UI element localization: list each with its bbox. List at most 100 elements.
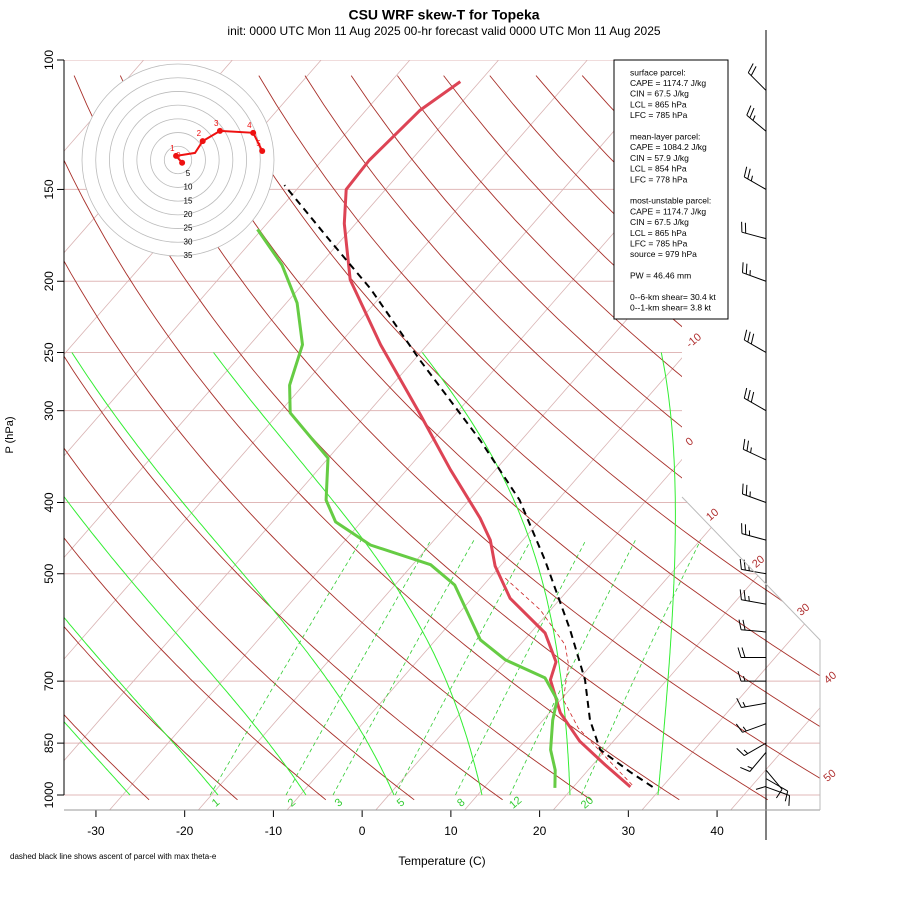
y-tick-label: 250 (42, 342, 56, 362)
moist-adiabat (213, 352, 483, 796)
y-tick-label: 500 (42, 563, 56, 583)
profile-line (283, 184, 654, 788)
hodograph-ring (109, 91, 247, 229)
x-axis-label: Temperature (C) (398, 854, 485, 868)
dry-adiabat (64, 75, 327, 801)
mixing-ratio-line (209, 539, 362, 796)
hodograph-point (173, 152, 180, 159)
hodograph-ring (136, 118, 220, 202)
x-tick-label: -20 (176, 824, 194, 838)
wind-barb (747, 63, 767, 91)
wind-barb (738, 619, 767, 633)
wind-barb (765, 786, 790, 806)
isotherm (64, 60, 411, 810)
wind-barb (746, 105, 767, 132)
dry-adiabat (350, 75, 820, 801)
profile-line (505, 577, 633, 786)
isotherm (64, 60, 677, 810)
dry-adiabat (212, 75, 820, 801)
info-text: most-unstable parcel: (630, 196, 711, 206)
chart-title: CSU WRF skew-T for Topeka (348, 7, 539, 23)
hodograph-ring-label: 25 (184, 224, 193, 233)
info-text: PW = 46.46 mm (630, 271, 691, 281)
wind-barb (737, 647, 767, 658)
hodograph-ring (81, 63, 275, 257)
hodograph-point-label: 3 (214, 119, 219, 128)
hodograph-point-label: 1 (170, 144, 175, 153)
mixing-ratio-line (394, 539, 532, 796)
info-text: 0--6-km shear= 30.4 kt (630, 292, 716, 302)
info-text: CAPE = 1174.7 J/kg (630, 206, 706, 216)
dry-adiabat (166, 75, 820, 801)
moist-adiabat (64, 352, 131, 796)
y-axis-label: P (hPa) (4, 416, 16, 453)
wind-barb (742, 262, 767, 282)
wind-barb (739, 589, 767, 605)
hodograph-ring (122, 104, 234, 216)
hodograph-point (216, 127, 223, 134)
wind-barb (742, 438, 767, 461)
x-tick-label: 30 (622, 824, 636, 838)
info-text: CAPE = 1084.2 J/kg (630, 142, 707, 152)
wind-barb (735, 723, 767, 733)
y-tick-label: 300 (42, 400, 56, 420)
hodograph-ring (95, 77, 261, 243)
isotherm (552, 60, 820, 810)
moist-adiabat (71, 352, 395, 796)
wind-barb (765, 778, 789, 802)
y-tick-label: 700 (42, 671, 56, 691)
wind-barb (736, 697, 767, 708)
y-tick-label: 100 (42, 50, 56, 70)
mixing-ratio-line (509, 539, 636, 796)
moist-adiabat (64, 352, 219, 796)
wind-barb (737, 670, 767, 682)
hodograph-point (179, 159, 186, 166)
hodograph-point (199, 138, 206, 145)
isotherm (286, 60, 820, 810)
x-tick-label: -30 (87, 824, 105, 838)
info-text: LCL = 865 hPa (630, 99, 687, 109)
hodograph-ring (163, 145, 193, 175)
x-tick-label: 40 (710, 824, 724, 838)
hodograph-point-label: 5 (256, 139, 261, 148)
info-box-frame (613, 59, 729, 320)
isotherm (64, 60, 499, 810)
info-text: source = 979 hPa (630, 249, 697, 259)
wind-barb (736, 742, 767, 757)
wind-barb (743, 387, 767, 412)
info-text: LFC = 785 hPa (630, 238, 688, 248)
y-tick-label: 200 (42, 271, 56, 291)
x-tick-label: 20 (533, 824, 547, 838)
wind-barb (741, 221, 767, 240)
mixing-ratio-line (581, 539, 701, 796)
hodograph-point (259, 147, 266, 154)
x-tick-label: 0 (359, 824, 366, 838)
wind-barb (765, 769, 783, 799)
wind-barb (741, 523, 767, 541)
moist-adiabat (421, 352, 571, 796)
hodograph-ring-label: 10 (184, 183, 193, 192)
hodograph-ring-label: 5 (186, 169, 191, 178)
info-text: 0--1-km shear= 3.8 kt (630, 303, 712, 313)
y-tick-label: 150 (42, 179, 56, 199)
hodograph-ring-label: 35 (184, 251, 193, 260)
wind-barb (743, 166, 767, 190)
y-tick-label: 400 (42, 492, 56, 512)
y-tick-label: 1000 (42, 781, 56, 808)
hodograph-ring-label: 20 (184, 210, 193, 219)
mixing-ratio-line (455, 539, 587, 796)
wind-barb (740, 752, 767, 772)
wind-barb (742, 483, 767, 503)
moist-adiabat (657, 352, 676, 796)
dry-adiabat (64, 75, 238, 801)
info-text: LCL = 865 hPa (630, 228, 687, 238)
hodograph-ring-label: 30 (184, 237, 193, 246)
profile-line (342, 80, 632, 789)
hodograph-point-label: 4 (247, 121, 252, 130)
hodograph-point (250, 129, 257, 136)
info-text: CAPE = 1174.7 J/kg (630, 78, 706, 88)
x-tick-label: -10 (265, 824, 283, 838)
info-text: surface parcel: (630, 67, 686, 77)
